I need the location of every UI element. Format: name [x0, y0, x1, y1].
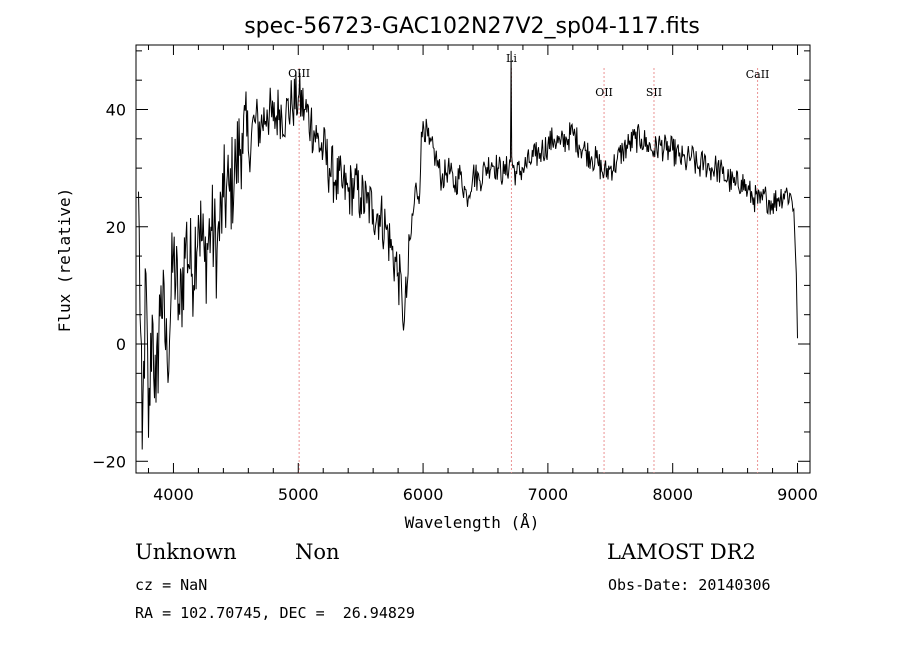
- subclass-label: Non: [295, 540, 340, 564]
- ra-dec: RA = 102.70745, DEC = 26.94829: [135, 604, 415, 622]
- x-tick-label: 4000: [153, 485, 194, 504]
- y-tick-label: 20: [106, 218, 126, 237]
- y-tick-label: 0: [116, 335, 126, 354]
- x-axis-label: Wavelength (Å): [405, 513, 540, 532]
- marker-label-sii: SII: [646, 86, 662, 99]
- x-tick-label: 7000: [528, 485, 569, 504]
- y-tick-label: −20: [92, 452, 126, 471]
- survey-label: LAMOST DR2: [607, 540, 756, 564]
- class-label: Unknown: [135, 540, 237, 564]
- marker-label-oiii: OIII: [288, 67, 310, 80]
- marker-label-li: Li: [506, 52, 517, 65]
- x-tick-label: 9000: [777, 485, 818, 504]
- marker-label-caii: CaII: [746, 68, 770, 81]
- spectrum-line: [138, 50, 798, 450]
- obs-date: Obs-Date: 20140306: [608, 576, 771, 594]
- chart-title: spec-56723-GAC102N27V2_sp04-117.fits: [244, 14, 700, 39]
- cz-value: cz = NaN: [135, 576, 208, 594]
- plot-axes: 4000 5000 6000 7000 8000 9000 −20 0 20 40: [92, 44, 818, 504]
- x-tick-label: 5000: [278, 485, 319, 504]
- x-tick-label: 6000: [403, 485, 444, 504]
- marker-label-oii: OII: [595, 86, 613, 99]
- x-tick-label: 8000: [652, 485, 693, 504]
- spectral-line-markers: OIII Li OII SII CaII: [288, 52, 769, 473]
- y-tick-label: 40: [106, 100, 126, 119]
- plot-frame: [135, 44, 811, 474]
- y-axis-label: Flux (relative): [55, 188, 74, 333]
